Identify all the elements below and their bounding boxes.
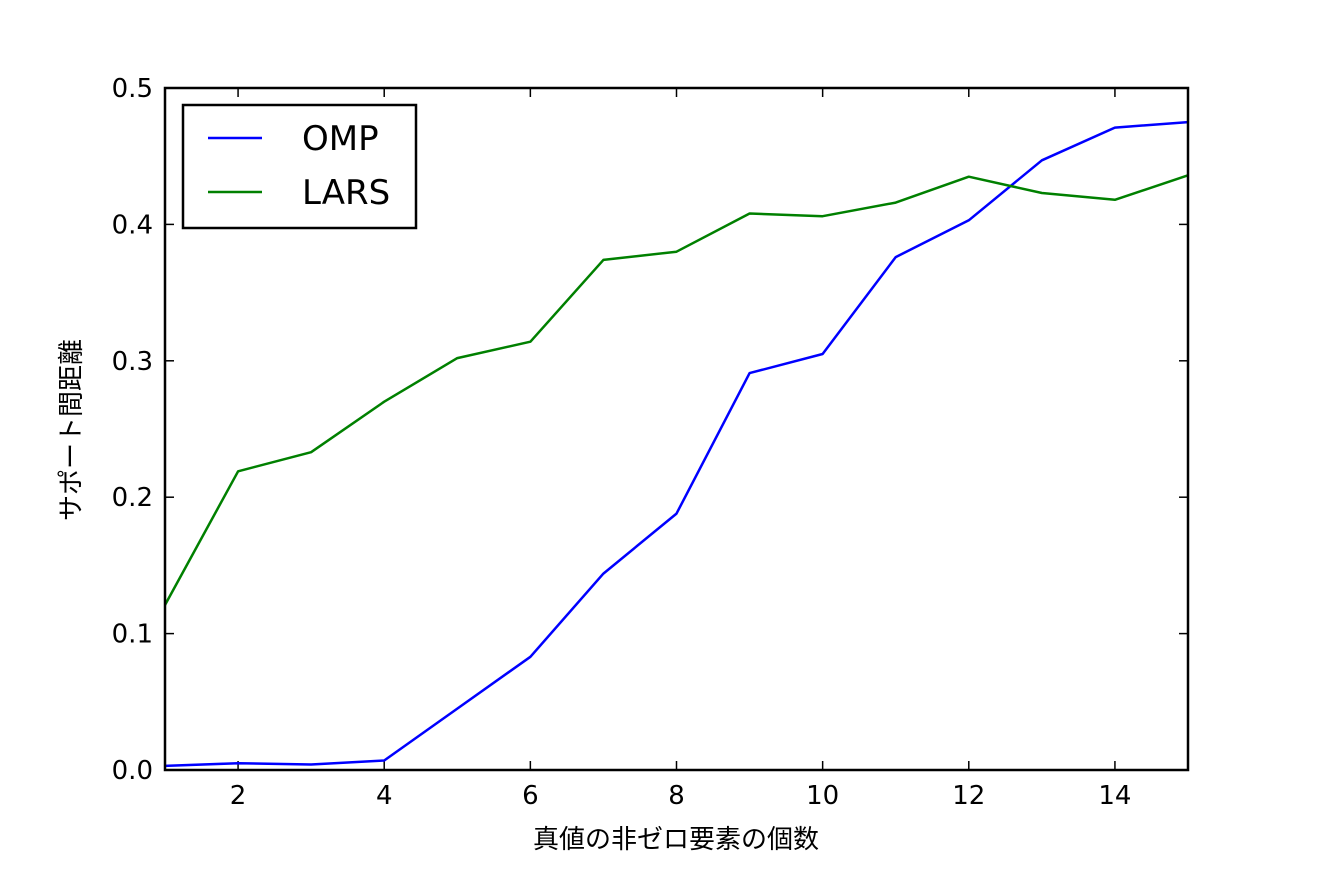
y-axis-label: サポート間距離	[57, 339, 87, 521]
x-tick-label: 2	[230, 781, 247, 811]
y-tick-label: 0.2	[112, 483, 153, 513]
x-tick-label: 4	[376, 781, 393, 811]
series-line-omp	[164, 120, 1189, 768]
y-tick-label: 0.3	[112, 347, 153, 377]
legend: OMP LARS	[181, 103, 418, 230]
legend-label-lars: LARS	[302, 173, 390, 213]
legend-box	[181, 103, 418, 230]
legend-label-omp: OMP	[302, 119, 379, 159]
x-tick-label: 10	[806, 781, 839, 811]
y-tick-labels: 0.0 0.1 0.2 0.3 0.4 0.5	[112, 74, 153, 786]
y-tick-label: 0.1	[112, 620, 153, 650]
x-tick-label: 12	[952, 781, 985, 811]
plot-frame	[163, 86, 1190, 772]
x-tick-label: 14	[1098, 781, 1131, 811]
x-tick-label: 6	[522, 781, 539, 811]
y-tick-label: 0.0	[112, 756, 153, 786]
series-layer	[163, 120, 1189, 768]
series-line-lars	[163, 174, 1189, 606]
y-tick-label: 0.4	[112, 210, 153, 240]
y-tick-label: 0.5	[112, 74, 153, 104]
x-tick-labels: 2 4 6 8 10 12 14	[230, 781, 1132, 811]
x-tick-label: 8	[668, 781, 685, 811]
x-axis-label: 真値の非ゼロ要素の個数	[533, 825, 819, 855]
